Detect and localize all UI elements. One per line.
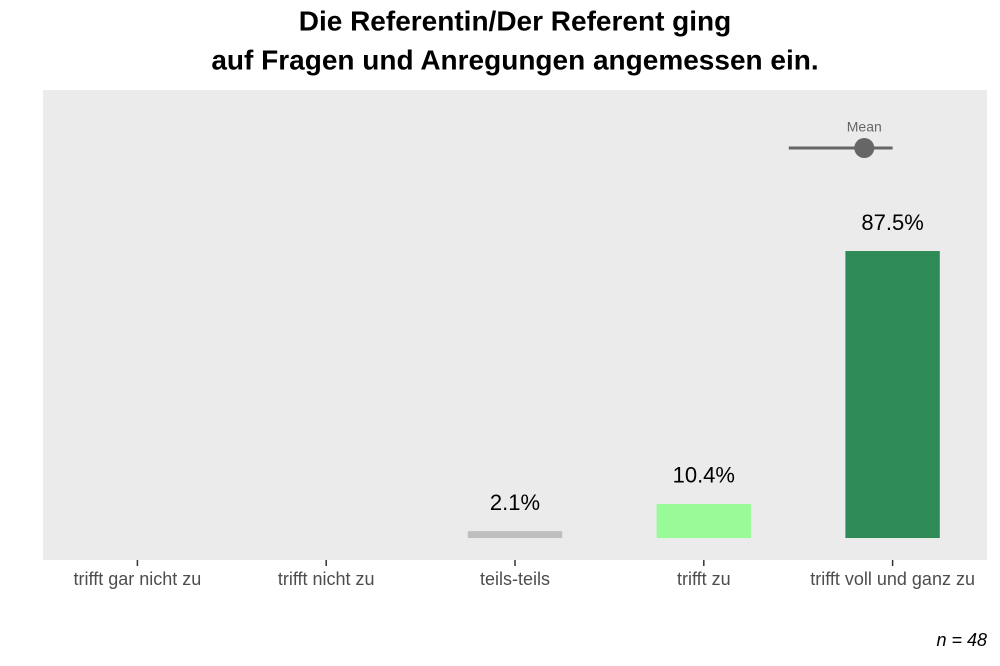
- x-tick-label: trifft zu: [677, 569, 731, 589]
- x-tick-label: trifft gar nicht zu: [74, 569, 202, 589]
- data-label: 2.1%: [490, 490, 540, 515]
- plot-panel: [43, 90, 987, 560]
- x-tick-label: trifft voll und ganz zu: [810, 569, 975, 589]
- note: n = 48: [936, 630, 987, 650]
- mean-label: Mean: [847, 119, 882, 135]
- bar: [467, 531, 563, 539]
- chart-title: auf Fragen und Anregungen angemessen ein…: [211, 44, 818, 75]
- x-tick-label: teils-teils: [480, 569, 550, 589]
- data-label: 87.5%: [861, 210, 923, 235]
- mean-point: [854, 138, 875, 158]
- data-label: 10.4%: [673, 463, 735, 488]
- bar: [656, 503, 751, 539]
- x-tick-label: trifft nicht zu: [278, 569, 375, 589]
- bar: [845, 251, 940, 539]
- chart-title: Die Referentin/Der Referent ging: [299, 5, 732, 36]
